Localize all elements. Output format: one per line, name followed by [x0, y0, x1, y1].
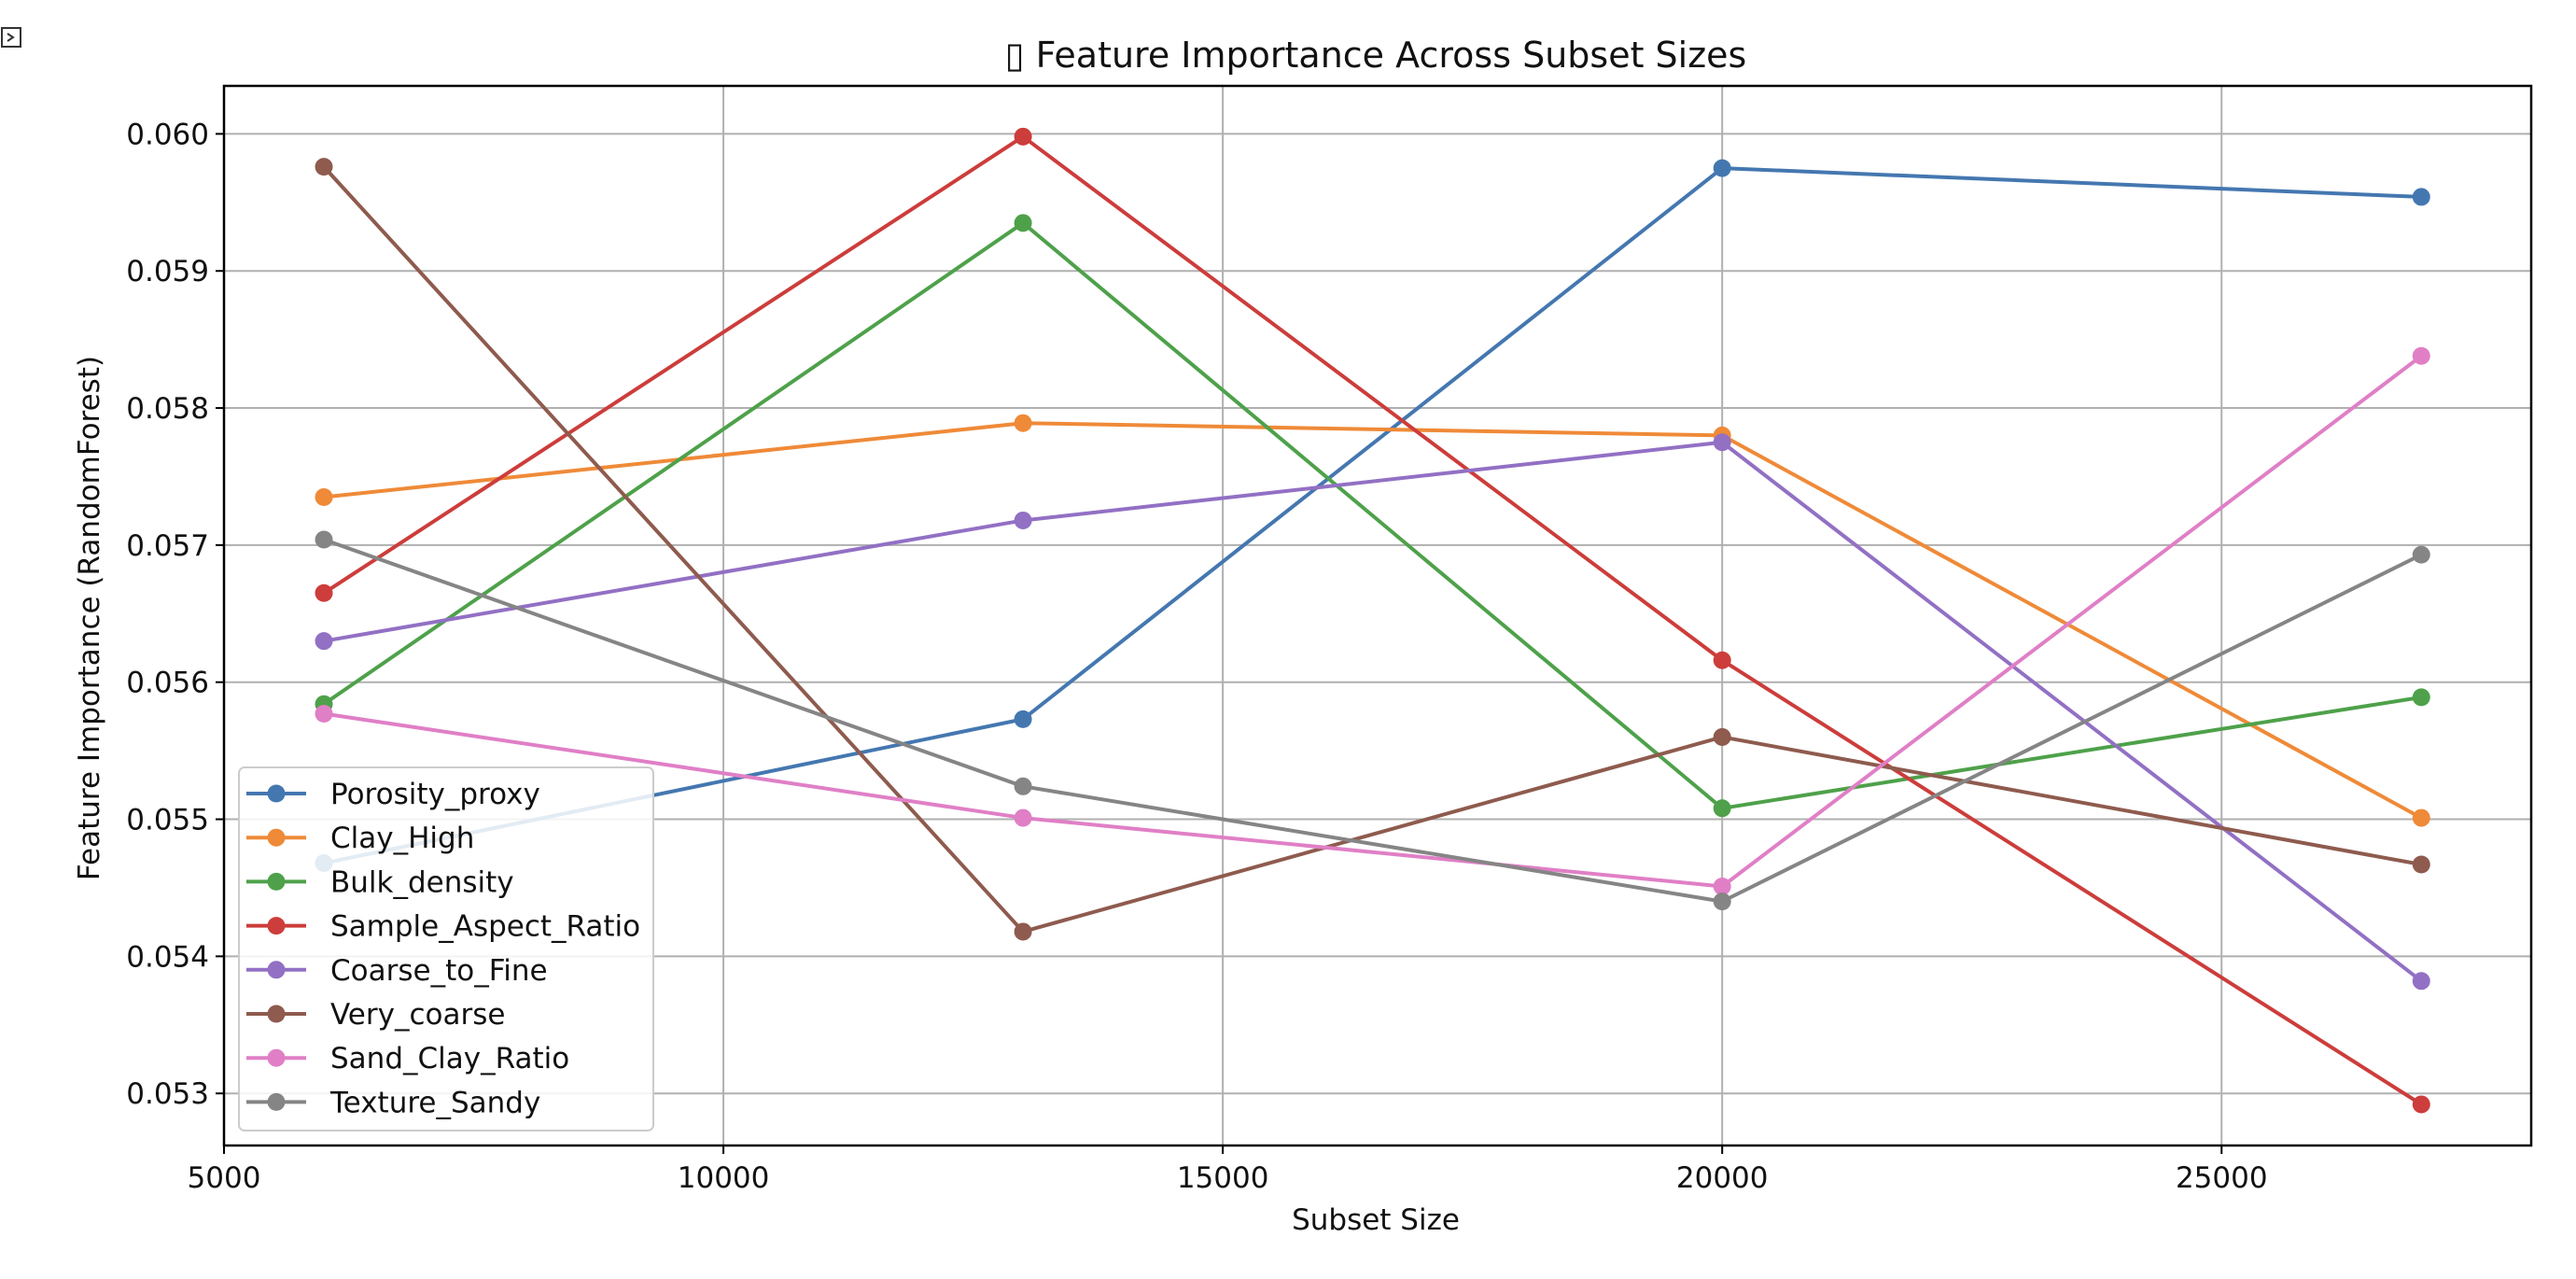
series-line-bulk-density [322, 220, 2422, 810]
y-tick-label: 0.060 [126, 118, 209, 151]
series-line-texture-sandy [323, 538, 2423, 904]
data-point-very-coarse [1014, 922, 1032, 941]
legend-marker [267, 1092, 286, 1111]
data-point-bulk-density [2412, 688, 2430, 707]
data-point-clay-high [1014, 414, 1032, 432]
legend-marker [267, 1048, 286, 1067]
data-point-coarse-to-fine [315, 632, 333, 651]
data-point-coarse-to-fine [2412, 972, 2430, 991]
data-point-sample-aspect-ratio [1014, 127, 1032, 146]
legend: Porosity_proxy Clay_High Bulk_density Sampl… [238, 766, 654, 1131]
data-point-coarse-to-fine [1014, 511, 1032, 529]
series-coarse-to-fine [315, 433, 2430, 991]
legend-item-very-coarse: Very_coarse [246, 998, 505, 1032]
legend-marker [267, 961, 286, 979]
series-line-porosity-proxy [323, 166, 2422, 865]
data-point-very-coarse [2412, 855, 2430, 874]
legend-item-texture-sandy: Texture_Sandy [246, 1086, 540, 1119]
legend-label: Porosity_proxy [330, 778, 540, 811]
data-point-texture-sandy [1713, 892, 1731, 911]
data-point-sand-clay-ratio [2412, 346, 2430, 365]
data-point-porosity-proxy [1014, 710, 1032, 728]
y-tick-label: 0.055 [126, 804, 209, 837]
x-tick-label: 20000 [1676, 1161, 1769, 1195]
data-point-sample-aspect-ratio [2412, 1095, 2430, 1114]
x-tick-label: 5000 [188, 1161, 261, 1195]
legend-marker [267, 872, 286, 891]
series-sample-aspect-ratio [315, 127, 2430, 1114]
chart-title: ▯ Feature Importance Across Subset Sizes [1005, 35, 1747, 76]
y-tick-label: 0.058 [126, 392, 209, 426]
y-axis-ticks: 0.053 0.054 0.055 0.056 0.057 0.058 0.059 0.060 [126, 118, 224, 1111]
legend-label: Bulk_density [330, 865, 514, 899]
legend-item-coarse-to-fine: Coarse_to_Fine [246, 954, 548, 988]
series-layer [315, 127, 2430, 1114]
data-point-porosity-proxy [2412, 188, 2430, 206]
legend-label: Sand_Clay_Ratio [330, 1042, 569, 1075]
data-point-sand-clay-ratio [1713, 877, 1731, 895]
legend-label: Clay_High [330, 822, 474, 855]
data-point-very-coarse [1713, 727, 1731, 746]
y-tick-label: 0.056 [126, 667, 209, 700]
expand-icon[interactable] [0, 19, 28, 56]
data-point-sand-clay-ratio [1014, 808, 1032, 827]
series-line-sand-clay-ratio [323, 354, 2423, 889]
data-point-bulk-density [1014, 214, 1032, 232]
series-sand-clay-ratio [315, 346, 2430, 895]
series-line-coarse-to-fine [323, 440, 2423, 983]
legend-label: Very_coarse [330, 998, 505, 1032]
legend-item-bulk-density: Bulk_density [246, 865, 514, 899]
legend-label: Sample_Aspect_Ratio [330, 910, 640, 944]
x-tick-label: 15000 [1177, 1161, 1269, 1195]
series-very-coarse [315, 158, 2430, 941]
data-point-sand-clay-ratio [315, 704, 333, 723]
y-tick-label: 0.054 [126, 940, 209, 974]
legend-box [238, 766, 654, 1131]
data-point-texture-sandy [1014, 777, 1032, 795]
x-axis-title: Subset Size [1292, 1203, 1460, 1237]
legend-marker [267, 784, 286, 803]
data-point-sample-aspect-ratio [315, 583, 333, 602]
legend-marker [267, 1005, 286, 1023]
y-tick-label: 0.053 [126, 1077, 209, 1111]
series-texture-sandy [315, 530, 2430, 911]
series-clay-high [315, 414, 2430, 827]
y-axis-title: Feature Importance (RandomForest) [73, 356, 106, 880]
series-line-very-coarse [322, 165, 2422, 934]
legend-label: Texture_Sandy [329, 1086, 540, 1119]
legend-item-sample-aspect-ratio: Sample_Aspect_Ratio [246, 910, 640, 944]
legend-label: Coarse_to_Fine [330, 954, 548, 988]
y-tick-label: 0.057 [126, 529, 209, 563]
x-tick-label: 10000 [678, 1161, 770, 1195]
data-point-porosity-proxy [1713, 159, 1731, 177]
x-axis-ticks: 5000 10000 15000 20000 25000 [188, 1145, 2268, 1195]
data-point-texture-sandy [315, 530, 333, 549]
legend-item-porosity-proxy: Porosity_proxy [246, 778, 540, 811]
series-line-sample-aspect-ratio [322, 134, 2423, 1106]
legend-item-sand-clay-ratio: Sand_Clay_Ratio [246, 1042, 569, 1075]
plot-area-frame [222, 84, 2533, 1147]
data-point-very-coarse [315, 158, 333, 176]
y-tick-label: 0.059 [126, 255, 209, 288]
series-bulk-density [315, 214, 2430, 818]
legend-item-clay-high: Clay_High [246, 822, 474, 855]
x-tick-label: 25000 [2176, 1161, 2268, 1195]
data-point-sample-aspect-ratio [1713, 651, 1731, 669]
legend-marker [267, 917, 286, 935]
data-point-texture-sandy [2412, 545, 2430, 564]
series-line-clay-high [323, 421, 2423, 820]
data-point-coarse-to-fine [1713, 433, 1731, 452]
data-point-bulk-density [1713, 799, 1731, 818]
data-point-clay-high [315, 487, 333, 506]
data-point-clay-high [2412, 808, 2430, 827]
legend-marker [267, 828, 286, 847]
